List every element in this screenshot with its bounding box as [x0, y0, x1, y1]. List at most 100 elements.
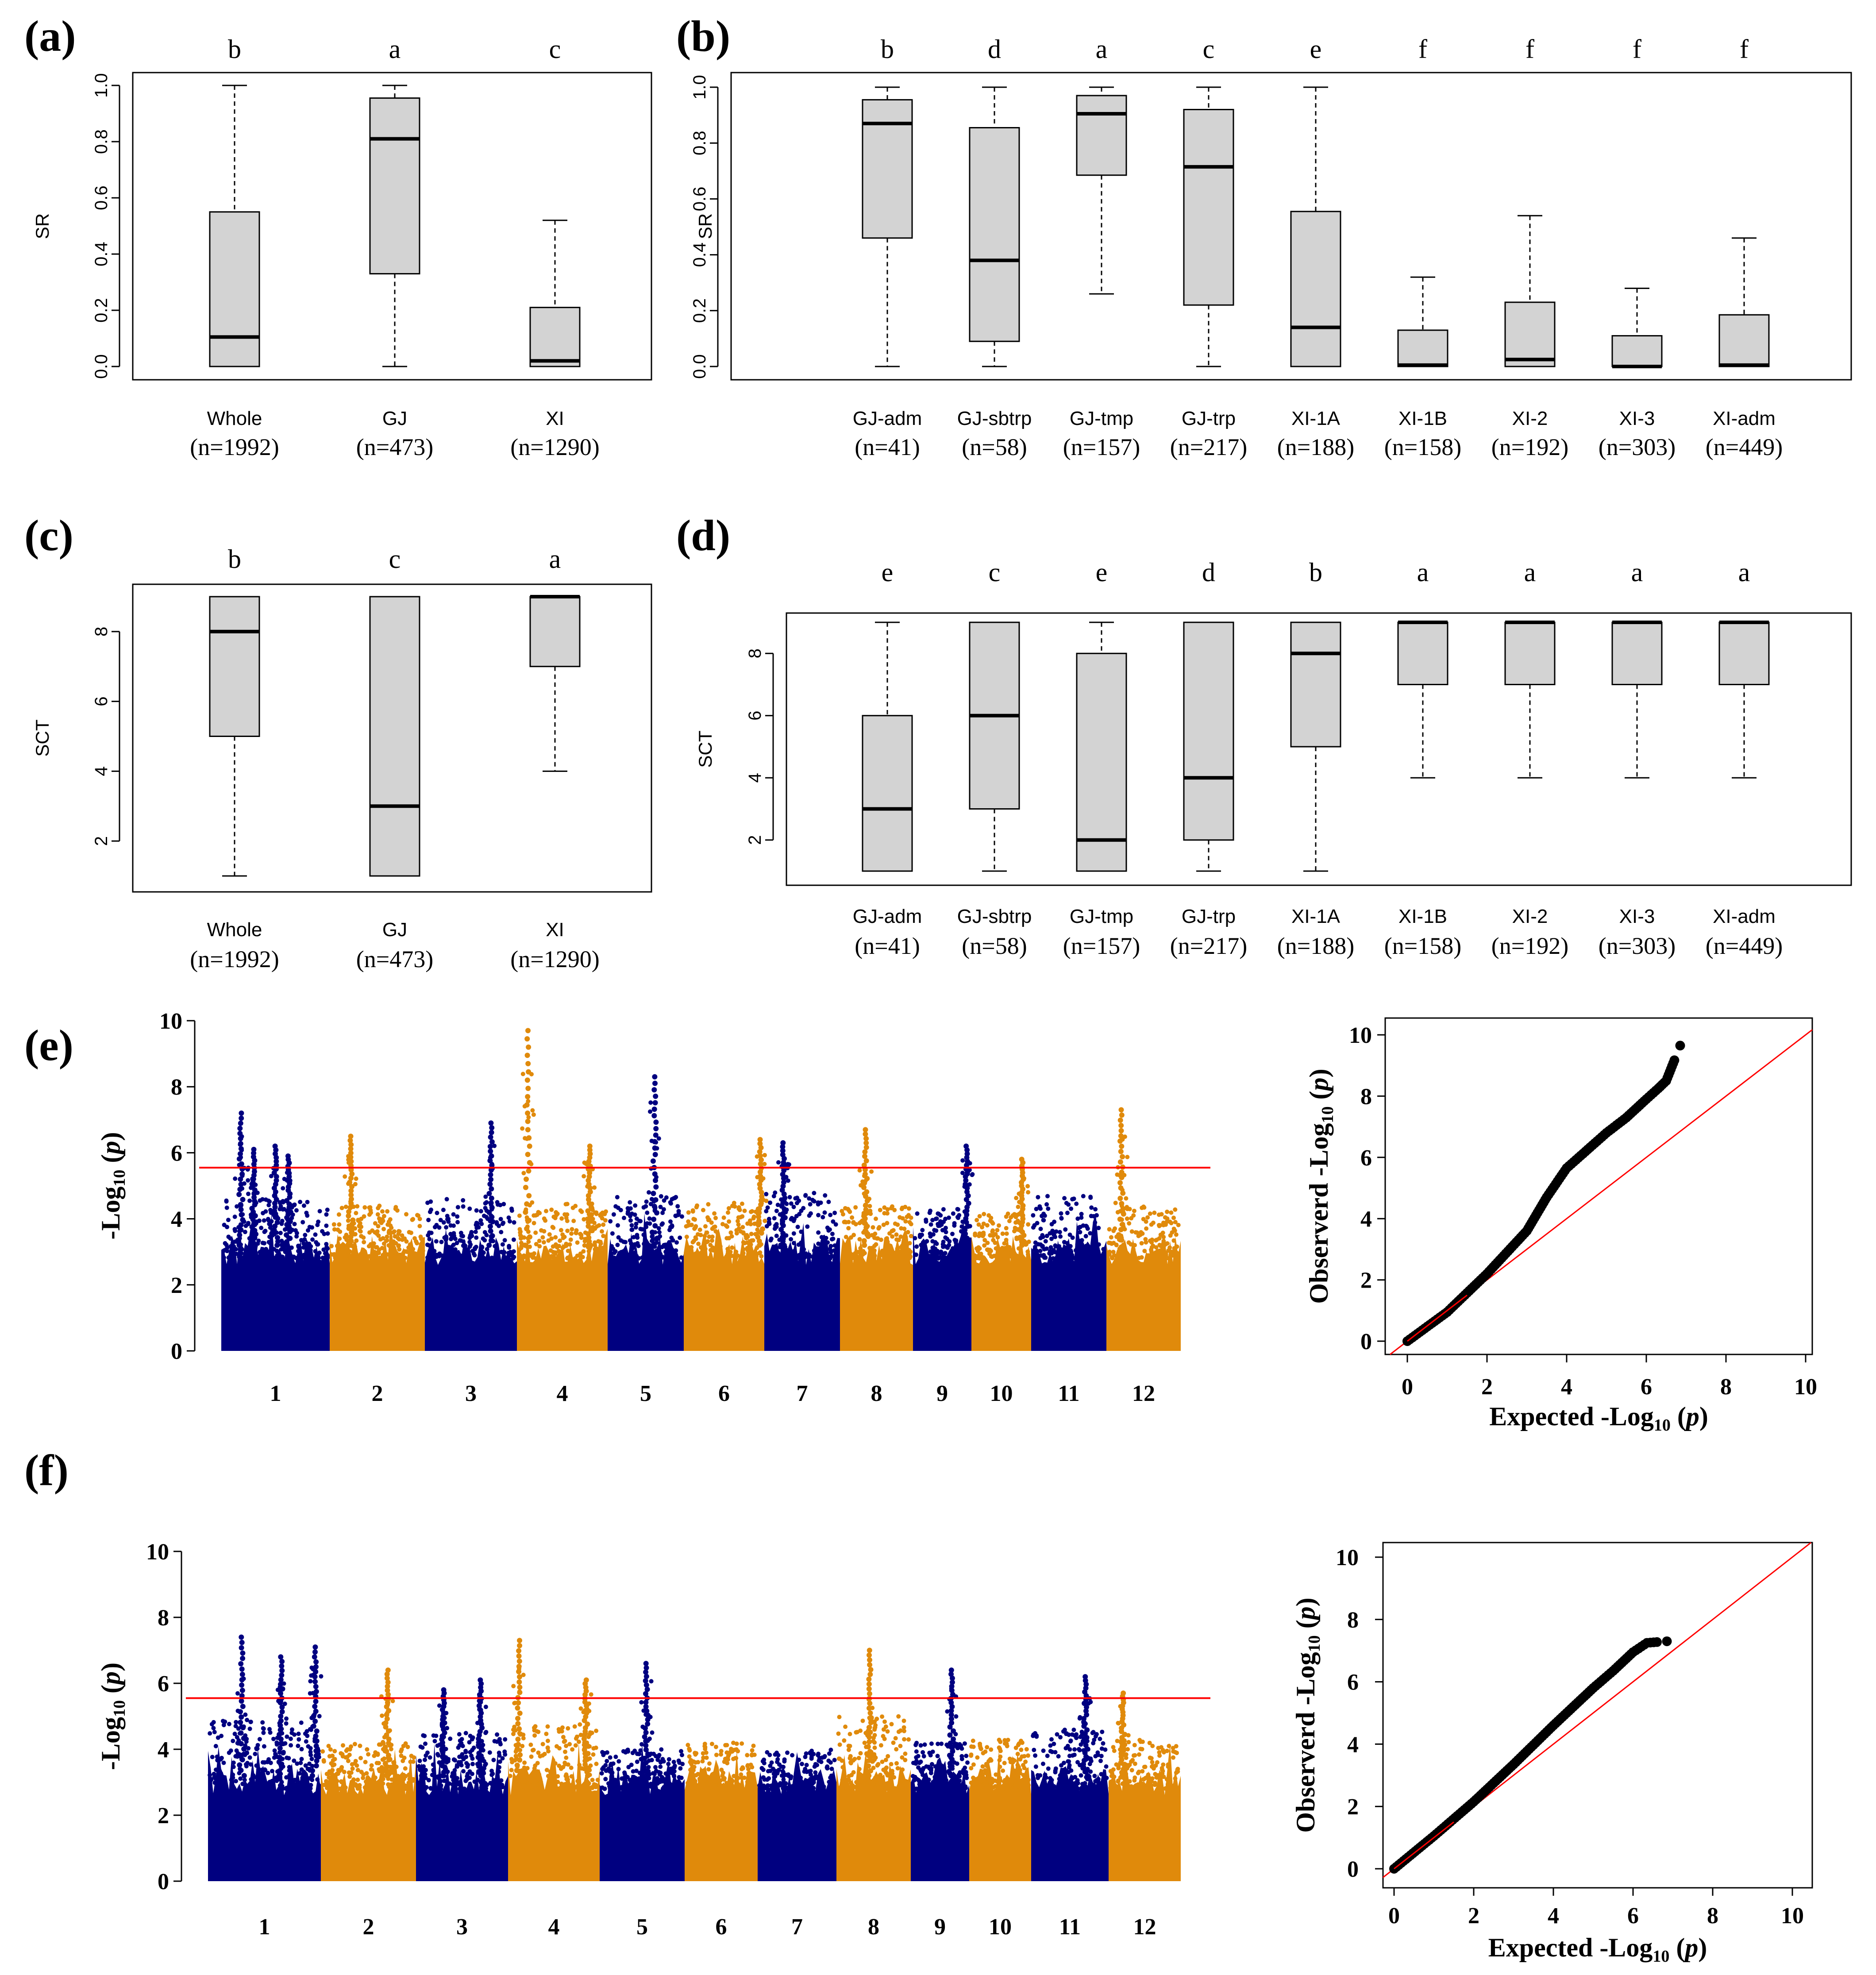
significance-letter: c: [549, 35, 561, 64]
snp-point: [372, 1786, 377, 1790]
box-1: [969, 621, 1020, 872]
snp-point: [358, 1252, 363, 1257]
category-label: XI-1B: [1398, 906, 1447, 927]
snp-point: [840, 1209, 844, 1214]
peak-side-point: [249, 1185, 253, 1190]
snp-point: [774, 1222, 779, 1227]
peak-point: [645, 1751, 651, 1757]
snp-point: [1084, 1223, 1089, 1228]
snp-point: [660, 1221, 665, 1226]
peak-side-point: [648, 1100, 653, 1105]
peak-side-point: [249, 1215, 254, 1219]
snp-point: [1144, 1240, 1148, 1245]
snp-point: [621, 1776, 626, 1781]
peak-point: [523, 1184, 528, 1190]
chromosome-label: 4: [548, 1914, 560, 1940]
peak-point: [276, 1773, 282, 1778]
snp-point: [782, 1786, 786, 1791]
peak-side-point: [754, 1221, 759, 1226]
chromosome-mass: [836, 1752, 911, 1881]
snp-point: [713, 1744, 718, 1749]
snp-point: [658, 1779, 663, 1784]
snp-point: [261, 1255, 265, 1260]
peak-point: [643, 1730, 649, 1736]
peak-side-point: [526, 1099, 531, 1103]
snp-point: [1107, 1252, 1112, 1257]
snp-point: [341, 1242, 346, 1247]
snp-point: [562, 1234, 567, 1239]
peak-point: [755, 1234, 761, 1240]
peak-side-point: [639, 1700, 644, 1705]
box-iqr: [1611, 621, 1663, 685]
peak-side-point: [390, 1699, 395, 1703]
snp-point: [1160, 1256, 1165, 1260]
peak-point: [238, 1661, 244, 1666]
chromosome-label: 5: [640, 1381, 651, 1406]
peak-point: [348, 1142, 354, 1147]
snp-point: [235, 1204, 239, 1209]
box-iqr: [1397, 621, 1448, 685]
y-tick-label: 0.6: [92, 185, 111, 210]
snp-point: [310, 1763, 315, 1768]
peak-side-point: [380, 1713, 385, 1718]
box-iqr: [1183, 621, 1234, 841]
snp-point: [544, 1732, 549, 1736]
snp-point: [899, 1255, 904, 1260]
snp-point: [461, 1198, 466, 1203]
snp-point: [448, 1223, 453, 1228]
snp-point: [808, 1769, 813, 1773]
peak-point: [239, 1688, 245, 1693]
snp-point: [774, 1234, 779, 1238]
snp-point: [1068, 1244, 1073, 1249]
peak-side-point: [522, 1104, 527, 1109]
snp-point: [1152, 1253, 1157, 1258]
category-label: XI: [546, 408, 564, 429]
snp-point: [900, 1216, 905, 1221]
snp-point: [982, 1243, 987, 1248]
snp-point: [423, 1757, 427, 1762]
snp-point: [497, 1765, 501, 1770]
snp-point: [885, 1221, 890, 1226]
peak-point: [867, 1710, 873, 1716]
category-label: GJ-sbtrp: [957, 408, 1032, 429]
snp-point: [344, 1748, 349, 1753]
sample-size-label: (n=303): [1599, 933, 1676, 959]
snp-point: [262, 1241, 267, 1246]
snp-point: [247, 1198, 252, 1203]
snp-point: [905, 1255, 909, 1260]
snp-point: [662, 1198, 666, 1203]
peak-point: [516, 1700, 521, 1706]
peak-point: [1118, 1149, 1124, 1154]
peak-point: [274, 1158, 279, 1164]
snp-point: [468, 1242, 473, 1247]
snp-point: [392, 1246, 397, 1251]
peak-side-point: [1020, 1179, 1025, 1184]
snp-point: [597, 1223, 601, 1228]
snp-point: [885, 1239, 890, 1244]
snp-point: [498, 1217, 503, 1222]
peak-point: [384, 1716, 390, 1722]
snp-point: [404, 1212, 408, 1217]
snp-point: [736, 1219, 740, 1223]
peak-side-point: [520, 1744, 525, 1748]
snp-point: [332, 1749, 337, 1754]
chromosome-10: [971, 1157, 1031, 1351]
snp-point: [529, 1754, 534, 1759]
peak-side-point: [308, 1750, 313, 1755]
peak-point: [285, 1153, 291, 1159]
snp-point: [1057, 1253, 1062, 1258]
snp-point: [734, 1741, 739, 1746]
peak-side-point: [656, 1226, 661, 1231]
snp-point: [249, 1777, 254, 1782]
y-tick-label: 8: [171, 1075, 182, 1100]
snp-point: [872, 1244, 877, 1248]
snp-point: [885, 1236, 889, 1241]
snp-point: [1044, 1202, 1049, 1207]
y-tick-label: 0.4: [92, 242, 111, 266]
snp-point: [1042, 1255, 1047, 1260]
snp-point: [324, 1223, 329, 1228]
peak-side-point: [780, 1222, 785, 1227]
snp-point: [511, 1237, 516, 1242]
snp-point: [759, 1766, 764, 1771]
snp-point: [829, 1784, 834, 1789]
